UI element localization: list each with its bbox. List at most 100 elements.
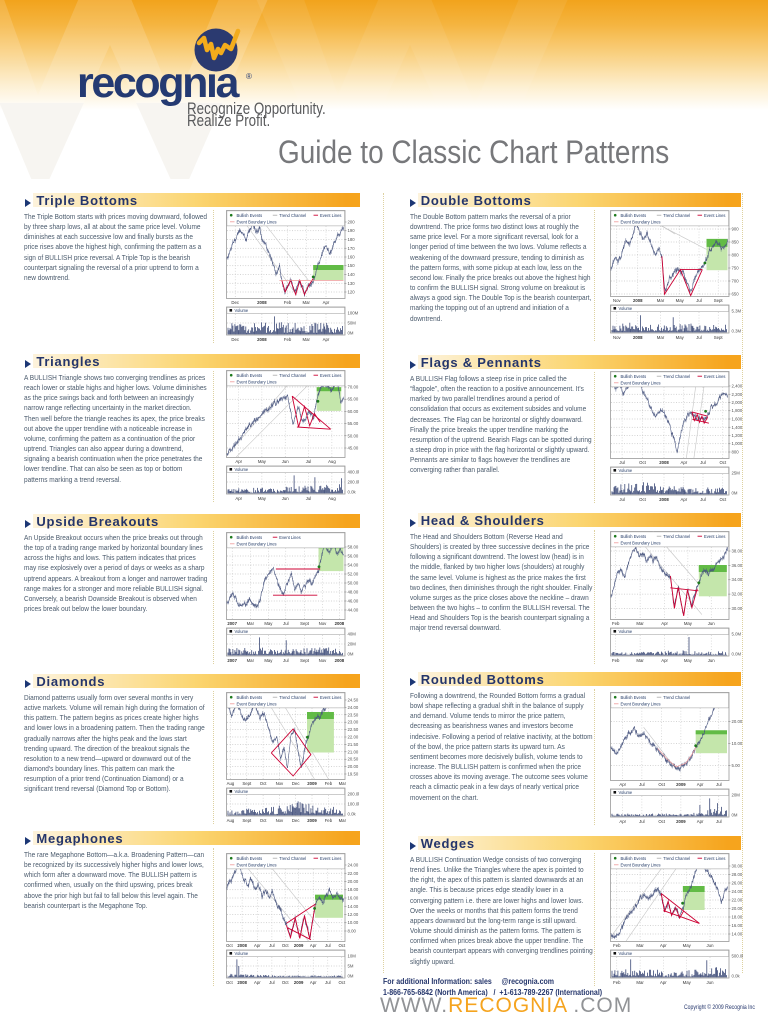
svg-text:Sept: Sept (300, 658, 310, 663)
svg-text:0M: 0M (348, 974, 354, 979)
svg-text:2008: 2008 (335, 621, 345, 626)
svg-text:45.00: 45.00 (348, 446, 359, 451)
svg-text:Trend Channel: Trend Channel (279, 856, 306, 861)
svg-text:Trend Channel: Trend Channel (663, 374, 690, 379)
svg-text:Trend Channel: Trend Channel (663, 695, 690, 700)
svg-text:Bullish Events: Bullish Events (621, 856, 647, 861)
svg-text:Sept: Sept (242, 781, 252, 786)
svg-text:Volume: Volume (235, 629, 249, 634)
svg-text:Aug: Aug (328, 459, 336, 464)
svg-text:Mar: Mar (339, 818, 347, 823)
svg-text:Bullish Events: Bullish Events (621, 695, 647, 700)
svg-text:20M: 20M (348, 642, 357, 647)
svg-text:2009: 2009 (676, 819, 686, 824)
svg-text:900: 900 (732, 227, 740, 232)
svg-text:Bullish Events: Bullish Events (621, 213, 647, 218)
svg-text:Bullish Events: Bullish Events (237, 856, 263, 861)
svg-text:44.00: 44.00 (348, 608, 359, 613)
svg-text:Aug: Aug (227, 781, 235, 786)
svg-text:Event Boundary Lines: Event Boundary Lines (621, 701, 661, 706)
svg-text:1,400: 1,400 (732, 425, 743, 430)
svg-text:Jul: Jul (639, 819, 645, 824)
svg-text:0.0M: 0.0M (732, 652, 742, 657)
svg-text:30.00: 30.00 (732, 864, 743, 869)
svg-text:24.50: 24.50 (348, 698, 359, 703)
svg-text:Feb: Feb (613, 980, 621, 985)
svg-text:800: 800 (732, 450, 740, 455)
svg-text:Apr: Apr (310, 943, 317, 948)
svg-text:Event Lines: Event Lines (279, 535, 300, 540)
svg-text:Apr: Apr (310, 980, 317, 985)
svg-text:Volume: Volume (619, 629, 633, 634)
svg-text:Volume: Volume (235, 951, 249, 956)
svg-text:Event Boundary Lines: Event Boundary Lines (237, 701, 277, 706)
svg-text:Volume: Volume (619, 790, 633, 795)
svg-text:54.00: 54.00 (348, 563, 359, 568)
svg-text:May: May (683, 943, 692, 948)
svg-text:22.00: 22.00 (732, 898, 743, 903)
svg-text:10M: 10M (348, 954, 357, 959)
svg-text:55.00: 55.00 (348, 421, 359, 426)
svg-text:Apr: Apr (235, 459, 242, 464)
svg-text:Mar: Mar (247, 621, 255, 626)
svg-text:Dec: Dec (292, 818, 300, 823)
svg-text:Mar: Mar (657, 335, 665, 340)
svg-text:750: 750 (732, 266, 740, 271)
svg-text:Apr: Apr (660, 943, 667, 948)
svg-text:Dec: Dec (292, 781, 300, 786)
svg-text:Mar: Mar (636, 621, 644, 626)
svg-text:Trend Channel: Trend Channel (279, 373, 306, 378)
svg-text:Apr: Apr (323, 300, 330, 305)
svg-text:Feb: Feb (325, 781, 333, 786)
svg-text:8.00: 8.00 (348, 929, 357, 934)
svg-text:Aug: Aug (227, 818, 235, 823)
svg-text:2,200: 2,200 (732, 392, 743, 397)
svg-text:Oct: Oct (658, 782, 665, 787)
svg-text:19.50: 19.50 (348, 772, 359, 777)
svg-text:Feb: Feb (612, 658, 620, 663)
svg-text:May: May (258, 496, 267, 501)
svg-text:Oct: Oct (658, 819, 665, 824)
svg-text:22.50: 22.50 (348, 727, 359, 732)
svg-text:Apr: Apr (680, 460, 687, 465)
svg-text:2009: 2009 (294, 980, 304, 985)
svg-text:850: 850 (732, 240, 740, 245)
svg-text:Bullish Events: Bullish Events (237, 373, 263, 378)
svg-text:Volume: Volume (619, 468, 633, 473)
svg-text:38.00: 38.00 (732, 549, 743, 554)
svg-text:0M: 0M (348, 331, 354, 336)
svg-text:32.00: 32.00 (732, 592, 743, 597)
svg-text:May: May (676, 335, 685, 340)
svg-text:Jun: Jun (282, 496, 290, 501)
svg-text:Event Boundary Lines: Event Boundary Lines (237, 541, 277, 546)
svg-text:Dec: Dec (231, 337, 239, 342)
svg-text:36.00: 36.00 (732, 563, 743, 568)
svg-text:160: 160 (348, 255, 356, 260)
svg-text:2008: 2008 (257, 300, 267, 305)
svg-text:2,400: 2,400 (732, 384, 743, 389)
svg-text:800: 800 (732, 253, 740, 258)
svg-text:Jul: Jul (283, 621, 289, 626)
svg-text:20M: 20M (732, 793, 741, 798)
svg-text:Apr: Apr (697, 819, 704, 824)
svg-text:2008: 2008 (237, 980, 247, 985)
svg-text:52.00: 52.00 (348, 572, 359, 577)
svg-text:0M: 0M (348, 652, 354, 657)
svg-text:May: May (264, 658, 273, 663)
svg-text:18.00: 18.00 (348, 887, 359, 892)
svg-text:5.3M: 5.3M (732, 309, 742, 314)
svg-text:200.0k: 200.0k (348, 480, 360, 485)
svg-text:1,800: 1,800 (732, 408, 743, 413)
svg-text:0.0k: 0.0k (732, 974, 741, 979)
svg-text:Jun: Jun (708, 658, 716, 663)
svg-text:Jun: Jun (282, 459, 290, 464)
svg-text:Bullish Events: Bullish Events (237, 695, 263, 700)
svg-text:Nov: Nov (319, 658, 327, 663)
svg-text:Aug: Aug (328, 496, 336, 501)
svg-text:21.50: 21.50 (348, 742, 359, 747)
svg-text:100.0k: 100.0k (348, 802, 360, 807)
svg-text:10.00: 10.00 (732, 741, 743, 746)
svg-text:Dec: Dec (231, 300, 239, 305)
svg-text:22.00: 22.00 (348, 735, 359, 740)
svg-text:Event Lines: Event Lines (320, 373, 341, 378)
